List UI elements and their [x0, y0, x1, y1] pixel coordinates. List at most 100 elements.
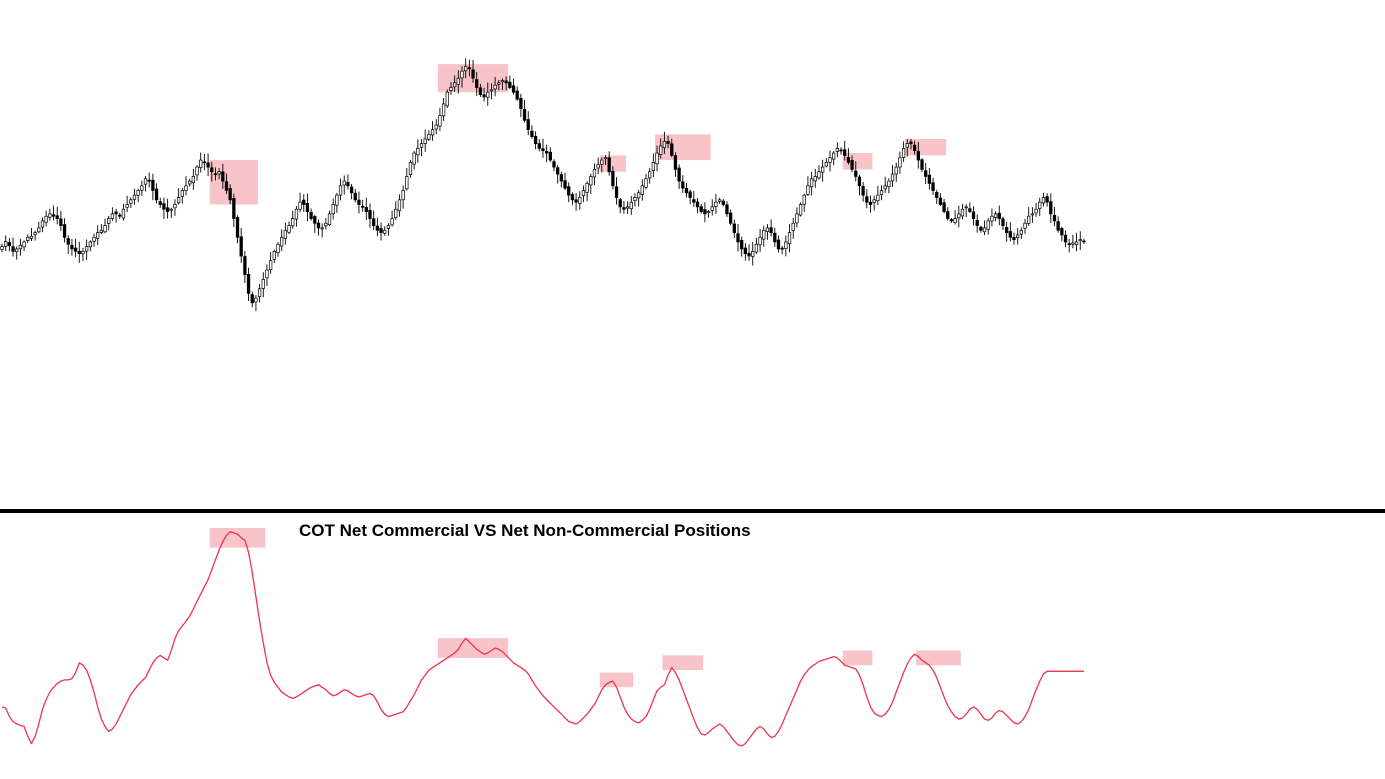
candle — [419, 139, 424, 157]
candle-body — [673, 155, 678, 170]
candle-body — [887, 180, 891, 187]
candle — [441, 97, 446, 121]
candle — [942, 198, 946, 214]
candle-body — [357, 199, 361, 205]
candle-body — [257, 288, 262, 297]
candle — [633, 193, 637, 207]
candle-body — [1063, 234, 1068, 243]
candle-body — [298, 201, 302, 210]
candle-body — [706, 211, 711, 214]
candle — [953, 210, 957, 225]
candle — [195, 165, 199, 181]
candle-body — [103, 225, 107, 233]
candle-body — [843, 149, 847, 156]
candle-body — [681, 181, 685, 189]
candle — [316, 219, 321, 236]
candle — [879, 185, 884, 201]
candle — [464, 58, 468, 79]
candle-body — [949, 219, 954, 222]
candle — [662, 131, 667, 155]
candle-body — [390, 218, 394, 226]
candle — [993, 211, 998, 222]
candle — [681, 175, 685, 193]
candle-body — [294, 208, 299, 220]
candle-body — [861, 186, 865, 196]
candle — [276, 241, 280, 257]
candle-body — [986, 220, 990, 230]
candle — [526, 111, 530, 136]
candle — [239, 227, 243, 263]
candle — [92, 233, 96, 247]
candle-body — [832, 152, 836, 160]
candle-body — [180, 190, 184, 197]
candle-body — [1045, 196, 1049, 203]
candle — [77, 241, 81, 263]
candle — [699, 203, 703, 214]
candle — [552, 159, 556, 172]
candle — [872, 195, 876, 211]
candle-body — [136, 190, 140, 196]
candle-body — [324, 222, 328, 227]
candle — [677, 164, 681, 189]
candle — [4, 235, 8, 252]
candle — [717, 197, 722, 204]
candle-body — [1074, 241, 1079, 246]
candle-body — [268, 260, 273, 270]
candle — [1008, 222, 1012, 242]
candle — [232, 193, 236, 227]
candle-body — [762, 229, 766, 240]
candle-body — [232, 198, 236, 219]
candle-body — [99, 229, 104, 233]
candle — [372, 210, 376, 230]
candle — [629, 195, 633, 215]
candle-body — [607, 157, 611, 173]
candle-body — [522, 108, 527, 121]
candle-body — [121, 208, 126, 219]
candle — [305, 193, 310, 222]
candle — [379, 222, 383, 241]
candle — [452, 75, 457, 92]
candle-body — [876, 194, 880, 202]
candle-body — [581, 190, 586, 196]
candle — [732, 219, 736, 238]
candle — [751, 242, 755, 266]
candle — [51, 205, 56, 221]
candle — [614, 177, 619, 205]
candle — [59, 210, 63, 231]
candle-body — [18, 244, 23, 250]
candle-body — [143, 178, 148, 185]
candle — [688, 189, 692, 205]
candle-body — [114, 211, 118, 215]
candle-body — [813, 176, 817, 182]
candle-body — [184, 185, 188, 191]
candle — [11, 237, 15, 257]
candle — [478, 83, 483, 97]
candle-body — [471, 69, 475, 79]
candle-body — [920, 159, 924, 170]
candle-body — [533, 135, 538, 145]
candle-body — [695, 201, 700, 208]
candle-body — [346, 182, 350, 187]
candle — [603, 155, 608, 166]
candle — [920, 158, 924, 173]
candle-body — [935, 192, 939, 198]
candle-body — [699, 206, 703, 212]
candle-body — [894, 166, 898, 175]
candle-body — [217, 171, 221, 175]
candle — [416, 139, 420, 163]
candle — [924, 163, 928, 185]
candle-body — [246, 274, 251, 294]
candle-body — [81, 250, 85, 255]
candle — [876, 185, 880, 206]
candle — [765, 224, 770, 240]
candle-body — [511, 85, 516, 93]
candle-body — [62, 224, 67, 238]
candle-body — [585, 183, 589, 193]
candle — [309, 208, 313, 221]
candle-body — [405, 176, 409, 190]
candle-body — [548, 151, 552, 161]
candle-body — [1067, 243, 1071, 246]
candle — [1004, 221, 1009, 242]
candle — [206, 153, 210, 177]
candle-body — [526, 119, 530, 130]
